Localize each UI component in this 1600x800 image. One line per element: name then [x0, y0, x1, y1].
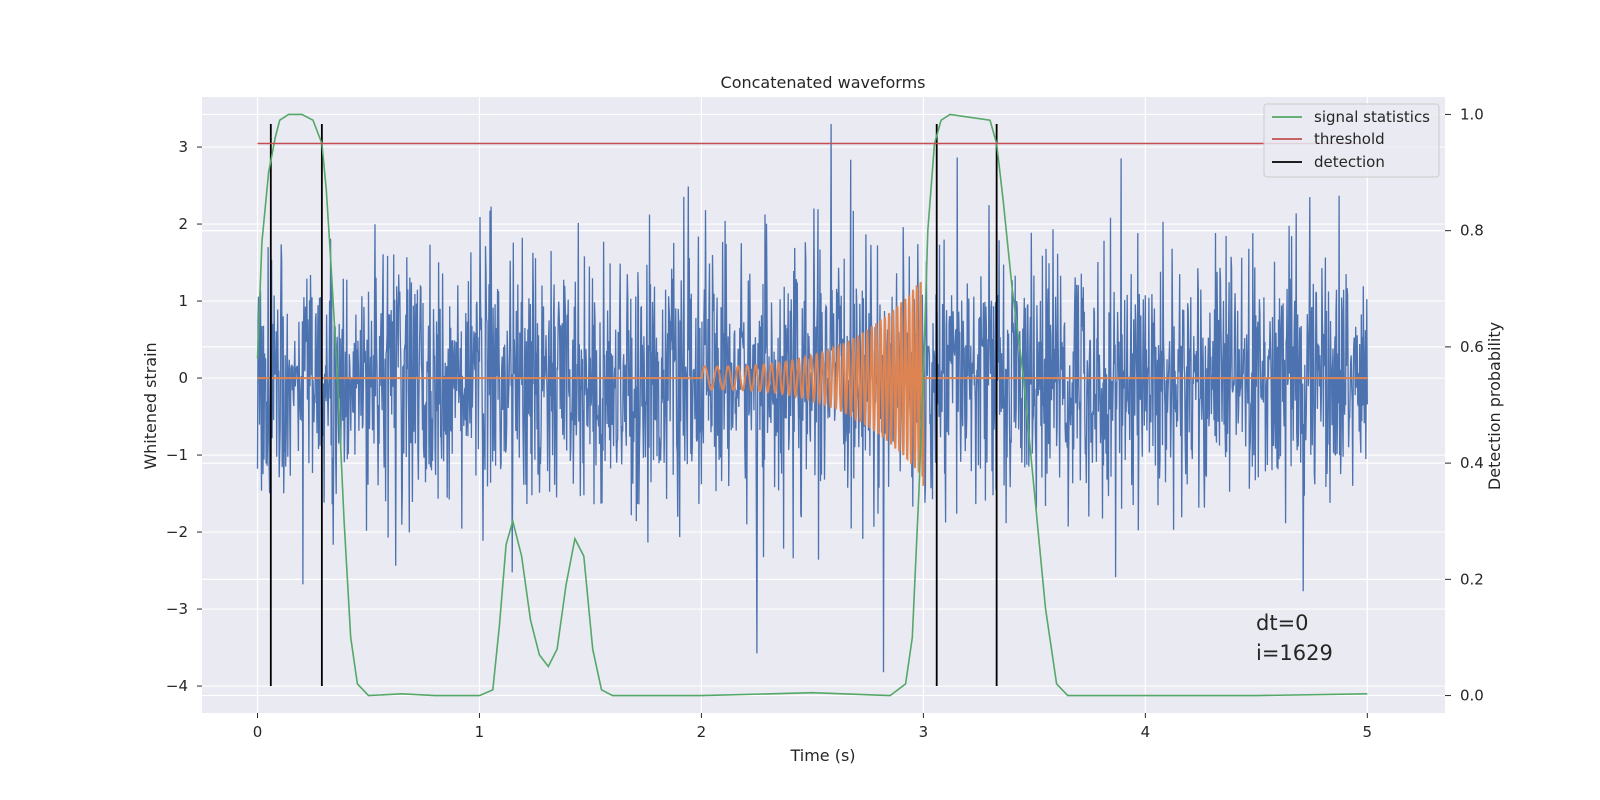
detection-lines	[269, 123, 998, 687]
y2-tick-label: 1.0	[1460, 105, 1484, 123]
legend-label-detection: detection	[1314, 153, 1385, 171]
y-tick-label: 0	[178, 369, 188, 387]
annotation-index: i=1629	[1256, 641, 1333, 665]
y2-axis-label: Detection probability	[1485, 322, 1504, 490]
y-tick-label: 3	[178, 138, 188, 156]
x-tick-label: 4	[1141, 723, 1151, 741]
gravitational-waveform-series	[257, 281, 1368, 486]
x-tick-label: 2	[697, 723, 707, 741]
signal-statistics-series	[256, 113, 1368, 697]
chart-title: Concatenated waveforms	[721, 73, 926, 92]
y2-tick-label: 0.2	[1460, 570, 1484, 588]
x-axis: 0 1 2 3 4 5	[253, 713, 1372, 741]
y-tick-label: −3	[166, 600, 188, 618]
y2-tick-label: 0.0	[1460, 687, 1484, 705]
legend-label-signal-statistics: signal statistics	[1314, 108, 1430, 126]
y-axis-left: 3 2 1 0 −1 −2 −3 −4	[166, 138, 202, 695]
x-tick-label: 5	[1363, 723, 1373, 741]
x-tick-label: 0	[253, 723, 263, 741]
legend-label-threshold: threshold	[1314, 130, 1385, 148]
y-tick-label: 1	[178, 292, 188, 310]
y-tick-label: 2	[178, 215, 188, 233]
x-tick-label: 3	[919, 723, 929, 741]
y-tick-label: −2	[166, 523, 188, 541]
y-tick-label: −1	[166, 446, 188, 464]
plot-content	[256, 113, 1368, 697]
y-axis-right: 1.0 0.8 0.6 0.4 0.2 0.0	[1445, 105, 1484, 705]
annotation-dt: dt=0	[1256, 611, 1309, 635]
y-tick-label: −4	[166, 677, 188, 695]
x-axis-label: Time (s)	[789, 746, 855, 765]
legend: signal statistics threshold detection	[1263, 103, 1440, 178]
x-tick-label: 1	[475, 723, 485, 741]
y2-tick-label: 0.8	[1460, 222, 1484, 240]
legend-box	[1263, 103, 1440, 178]
y-axis-label: Whitened strain	[141, 342, 160, 469]
y2-tick-label: 0.4	[1460, 454, 1484, 472]
y2-tick-label: 0.6	[1460, 338, 1484, 356]
